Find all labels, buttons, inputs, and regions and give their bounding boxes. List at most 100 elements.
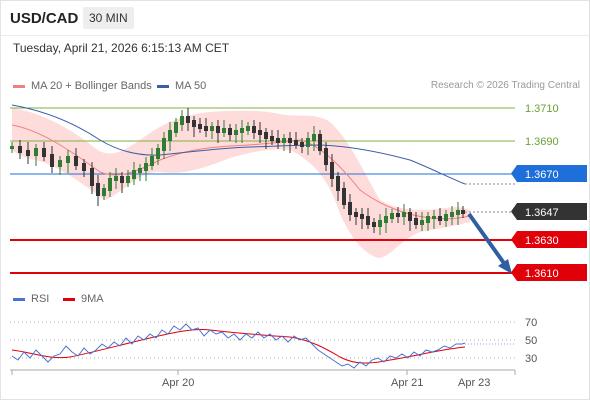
legend-ma20-label: MA 20 + Bollinger Bands	[31, 80, 152, 92]
candle-body	[174, 122, 178, 133]
pivot-badge-pointer	[511, 165, 517, 182]
candle-body	[216, 126, 220, 133]
candle-body	[50, 154, 54, 167]
candle-body	[10, 146, 14, 149]
candle-body	[132, 170, 136, 179]
candle-body	[180, 116, 184, 125]
rsi-swatch	[13, 297, 25, 301]
candle-body	[450, 212, 454, 217]
candle-body	[426, 216, 430, 223]
candle-body	[461, 210, 465, 214]
price-label-1.3647: 1.3647	[525, 207, 559, 219]
candle-body	[324, 148, 328, 165]
candle-body	[108, 178, 112, 191]
candle-body	[156, 148, 160, 159]
candle-body	[444, 214, 448, 221]
rsi-line	[11, 323, 466, 369]
candle-body	[198, 124, 202, 129]
candle-body	[150, 156, 154, 166]
ma20-swatch	[13, 84, 25, 88]
x-tick-apr23: Apr 23	[458, 377, 490, 389]
forecast-arrowhead	[498, 259, 512, 274]
forecast-arrow	[467, 212, 508, 268]
candle-body	[210, 126, 214, 131]
candle-body	[378, 220, 382, 227]
candle-body	[366, 216, 370, 225]
candle-body	[162, 138, 166, 151]
candle-body	[288, 138, 292, 143]
support1-badge-pointer	[511, 231, 517, 248]
candle-body	[120, 176, 124, 183]
legend-9ma: 9MA	[63, 293, 104, 305]
candle-body	[420, 220, 424, 225]
candle-body	[168, 130, 172, 141]
candle-body	[408, 212, 412, 221]
symbol-title: USD/CAD	[10, 10, 79, 27]
candle-body	[228, 128, 232, 135]
candle-body	[222, 128, 226, 133]
price-label-1.3610: 1.3610	[525, 268, 559, 280]
candle-body	[456, 210, 460, 215]
candle-body	[138, 168, 142, 173]
legend-9ma-label: 9MA	[81, 293, 104, 305]
price-label-1.3690: 1.3690	[525, 136, 559, 148]
legend-rsi-label: RSI	[31, 293, 50, 305]
candle-body	[90, 168, 94, 186]
last-price-badge	[517, 203, 587, 220]
candle-body	[26, 150, 30, 156]
candle-body	[34, 148, 38, 156]
chart-datetime: Tuesday, April 21, 2026 6:15:13 AM CET	[13, 41, 230, 55]
candle-body	[438, 216, 442, 221]
candle-body	[258, 130, 262, 135]
candle-body	[330, 162, 334, 179]
candle-body	[204, 126, 208, 131]
legend-rsi: RSI	[13, 293, 49, 305]
candle-body	[300, 142, 304, 147]
candle-body	[114, 176, 118, 181]
candle-body	[318, 134, 322, 151]
timeframe-badge[interactable]: 30 MIN	[83, 7, 134, 29]
candle-body	[276, 138, 280, 143]
candle-body	[82, 163, 86, 171]
candle-body	[354, 212, 358, 217]
support2-badge-pointer	[511, 264, 517, 281]
rsi-9ma-line	[11, 329, 466, 364]
candle-body	[342, 188, 346, 205]
pivot-badge	[517, 165, 587, 182]
x-tick-apr21: Apr 21	[391, 377, 423, 389]
ma50-line	[11, 104, 466, 185]
candle-body	[234, 130, 238, 135]
price-label-1.3710: 1.3710	[525, 103, 559, 115]
candle-body	[270, 136, 274, 141]
candle-body	[66, 156, 70, 163]
ma20-line	[11, 124, 471, 220]
candle-body	[102, 188, 106, 196]
candle-body	[192, 120, 196, 127]
candle-body	[336, 176, 340, 191]
price-candles	[10, 108, 465, 235]
candle-body	[246, 126, 250, 131]
candle-body	[96, 183, 100, 196]
research-credit: Research © 2026 Trading Central	[430, 80, 580, 91]
support2-badge	[517, 264, 587, 281]
candle-body	[74, 156, 78, 166]
last-price-badge-pointer	[511, 203, 517, 220]
candle-body	[306, 138, 310, 147]
rsi-tick-50: 50	[525, 335, 537, 347]
candle-body	[282, 138, 286, 143]
candle-body	[360, 214, 364, 219]
candle-body	[144, 163, 148, 171]
ma9-swatch	[63, 297, 75, 301]
rsi-tick-70: 70	[525, 317, 537, 329]
candle-body	[432, 216, 436, 219]
candle-body	[390, 213, 394, 219]
price-label-1.3670: 1.3670	[525, 169, 559, 181]
support1-badge	[517, 231, 587, 248]
rsi-tick-30: 30	[525, 353, 537, 365]
ma50-swatch	[157, 84, 169, 88]
legend-ma50-label: MA 50	[175, 80, 207, 92]
candle-body	[186, 116, 190, 123]
candle-body	[402, 212, 406, 217]
candle-body	[264, 132, 268, 139]
